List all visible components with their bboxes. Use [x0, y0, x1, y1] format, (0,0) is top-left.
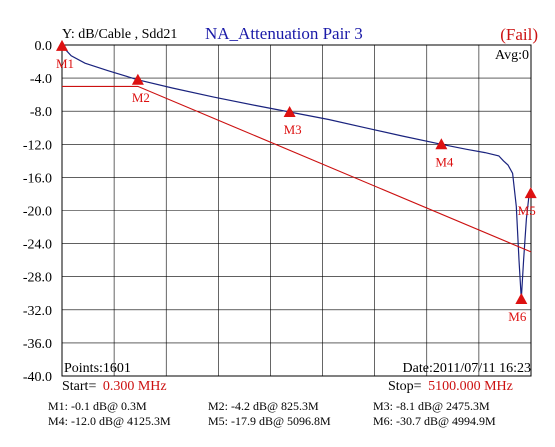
- y-tick-labels: 0.0 -4.0 -8.0 -12.0 -16.0 -20.0 -24.0 -28.0 -32.…: [23, 39, 52, 385]
- marker-triangle: [515, 293, 528, 305]
- stop-value: 5100.000 MHz: [428, 379, 513, 394]
- marker-label: M1: [56, 56, 74, 71]
- y-tick-label: -8.0: [30, 105, 52, 120]
- marker-readout: M1: -0.1 dB@ 0.3M: [48, 399, 147, 413]
- y-tick-label: -20.0: [23, 205, 52, 220]
- marker-readout: M4: -12.0 dB@ 4125.3M: [48, 414, 171, 428]
- date-label: Date:2011/07/11 16:23: [403, 361, 531, 376]
- markers-layer: M1 M2 M3 M4 M5 M6: [56, 39, 537, 324]
- grid: [61, 44, 532, 377]
- marker-label: M2: [132, 90, 150, 105]
- stop-frequency: Stop= 5100.000 MHz: [388, 379, 513, 394]
- marker-triangle: [56, 39, 68, 51]
- marker-readout: M2: -4.2 dB@ 825.3M: [208, 399, 319, 413]
- series-layer: [61, 45, 532, 300]
- status-badge: (Fail): [500, 25, 538, 44]
- points-label: Points:1601: [64, 361, 131, 376]
- y-axis-label: Y: dB/Cable , Sdd21: [62, 27, 177, 42]
- y-tick-label: -24.0: [23, 238, 52, 253]
- y-tick-label: -12.0: [23, 138, 52, 153]
- marker-readout: M6: -30.7 dB@ 4994.9M: [373, 414, 496, 428]
- marker-label: M5: [518, 203, 536, 218]
- marker-label: M3: [284, 122, 302, 137]
- marker-triangle: [435, 138, 448, 150]
- avg-label: Avg:0: [495, 48, 529, 63]
- y-tick-label: -32.0: [23, 304, 52, 319]
- y-tick-label: -36.0: [23, 337, 52, 352]
- marker-label: M6: [508, 309, 527, 324]
- limit-line: [62, 85, 532, 253]
- start-frequency: Start= 0.300 MHz: [62, 379, 167, 394]
- measured-trace: [61, 45, 532, 300]
- y-tick-label: -16.0: [23, 171, 52, 186]
- y-tick-label: 0.0: [35, 39, 53, 54]
- marker-triangle: [524, 187, 537, 199]
- y-tick-label: -28.0: [23, 271, 52, 286]
- chart-title: NA_Attenuation Pair 3: [205, 24, 363, 43]
- marker-triangle: [283, 106, 296, 118]
- y-tick-label: -40.0: [23, 370, 52, 385]
- marker-readout: M3: -8.1 dB@ 2475.3M: [373, 399, 490, 413]
- y-tick-label: -4.0: [30, 72, 52, 87]
- start-value: 0.300 MHz: [103, 379, 167, 394]
- marker-triangle: [131, 73, 144, 85]
- stop-label: Stop=: [388, 379, 422, 394]
- marker-readout: M5: -17.9 dB@ 5096.8M: [208, 414, 331, 428]
- start-label: Start=: [62, 379, 96, 394]
- marker-label: M4: [435, 154, 454, 169]
